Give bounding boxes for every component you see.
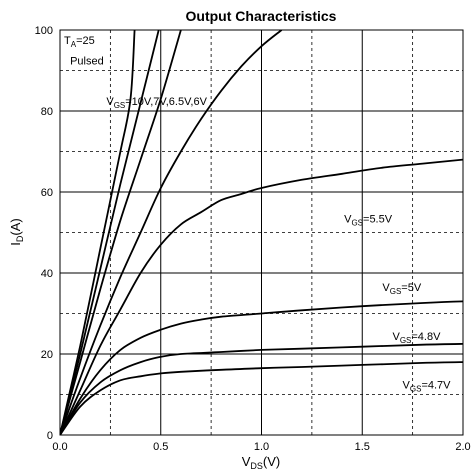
- chart-title: Output Characteristics: [186, 8, 337, 24]
- y-tick-label: 40: [41, 268, 53, 280]
- grid: [59, 29, 464, 436]
- x-tick-label: 0.0: [52, 441, 67, 453]
- series-curve: [60, 30, 182, 435]
- series-curve: [60, 361, 463, 435]
- x-axis-label: VDS(V): [242, 454, 281, 471]
- y-tick-label: 0: [47, 430, 53, 442]
- y-tick-label: 80: [41, 106, 53, 118]
- annotation-vgs48: VGS=4.8V: [392, 331, 441, 345]
- y-tick-label: 20: [41, 349, 53, 361]
- x-tick-label: 1.5: [355, 441, 370, 453]
- series-curve: [60, 343, 463, 435]
- y-tick-label: 60: [41, 187, 53, 199]
- x-tick-label: 0.5: [153, 441, 168, 453]
- annotation-vgs47: VGS=4.7V: [403, 379, 452, 393]
- x-tick-label: 1.0: [254, 441, 269, 453]
- series-curve: [60, 158, 463, 435]
- annotation-pulsed: Pulsed: [70, 55, 104, 67]
- annotation-vgs5: VGS=5V: [382, 282, 421, 296]
- y-tick-labels: 0 20 40 60 80 100: [35, 25, 53, 442]
- annotation-vgs55: VGS=5.5V: [344, 213, 393, 227]
- series-curve: [60, 30, 283, 435]
- series-curve: [60, 300, 463, 435]
- series-curve: [60, 30, 160, 435]
- y-axis-label: ID(A): [8, 218, 25, 245]
- series-curve: [60, 30, 136, 435]
- curves: [60, 30, 463, 435]
- annotation-vgs_hi: VGS=10V,7V,6.5V,6V: [106, 96, 207, 110]
- annotation-ta: TA=25: [64, 35, 95, 49]
- plot-frame: [59, 29, 464, 436]
- x-tick-label: 2.0: [455, 441, 470, 453]
- annotations: TA=25 Pulsed VGS=10V,7V,6.5V,6V VGS=5.5V VGS…: [64, 35, 451, 393]
- y-tick-label: 100: [35, 25, 53, 37]
- x-tick-labels: 0.0 0.5 1.0 1.5 2.0: [52, 441, 470, 453]
